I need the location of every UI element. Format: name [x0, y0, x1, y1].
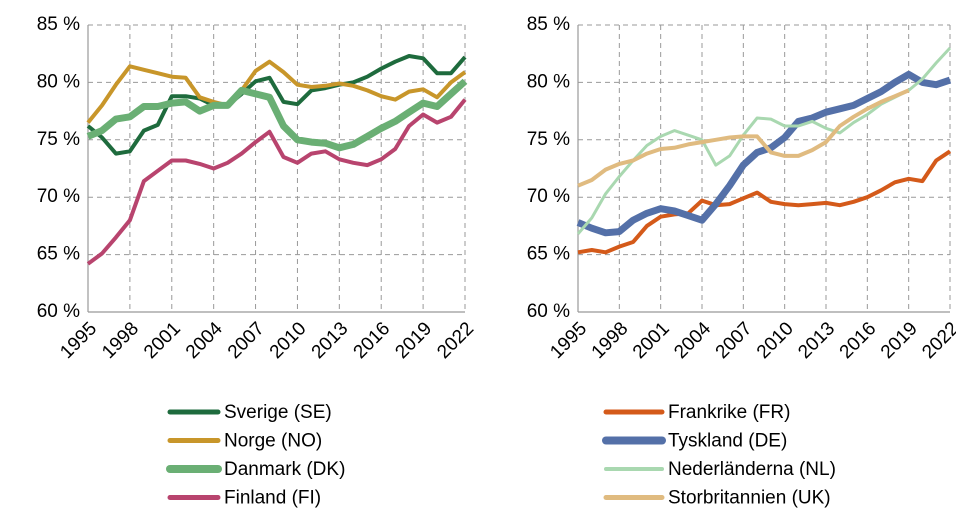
legend-label: Finland (FI): [224, 488, 321, 509]
x-tick-label: 1995: [56, 318, 101, 363]
y-tick-label: 75 %: [37, 129, 80, 150]
line-series: [576, 46, 952, 235]
y-tick-label: 65 %: [37, 244, 80, 265]
y-tick-label: 85 %: [37, 14, 80, 35]
x-tick-label: 2013: [794, 318, 839, 363]
x-tick-label: 2007: [224, 318, 269, 363]
legend-label: Storbritannien (UK): [668, 488, 831, 509]
legend-label: Tyskland (DE): [668, 431, 787, 452]
y-tick-label: 85 %: [527, 14, 570, 35]
x-tick-label: 2001: [629, 318, 674, 363]
y-tick-label: 80 %: [37, 71, 80, 92]
x-tick-label: 2022: [433, 318, 478, 363]
x-tick-label: 2007: [712, 318, 757, 363]
line-series: [576, 70, 952, 237]
x-tick-label: 1998: [588, 318, 633, 363]
y-tick-label: 75 %: [527, 129, 570, 150]
y-tick-label: 60 %: [527, 301, 570, 322]
line-series: [86, 78, 468, 152]
line-series: [577, 88, 910, 188]
y-tick-label: 70 %: [37, 186, 80, 207]
x-tick-label: 2004: [670, 318, 715, 363]
legend-label: Sverige (SE): [224, 402, 332, 423]
y-tick-label: 80 %: [527, 71, 570, 92]
legend-label: Danmark (DK): [224, 459, 345, 480]
x-tick-label: 2022: [918, 318, 956, 363]
y-tick-label: 60 %: [37, 301, 80, 322]
legend-label: Nederländerna (NL): [668, 459, 836, 480]
legend-label: Norge (NO): [224, 431, 322, 452]
x-tick-label: 2010: [753, 318, 798, 363]
line-series: [577, 149, 952, 255]
line-series: [86, 98, 467, 266]
x-tick-label: 2010: [266, 318, 311, 363]
y-tick-label: 65 %: [527, 244, 570, 265]
line-series: [86, 59, 467, 124]
x-tick-label: 2013: [308, 318, 353, 363]
x-tick-label: 2001: [140, 318, 185, 363]
x-tick-label: 2019: [877, 318, 922, 363]
x-tick-label: 2019: [391, 318, 436, 363]
x-tick-label: 1995: [546, 318, 591, 363]
x-tick-label: 2016: [836, 318, 881, 363]
y-tick-label: 70 %: [527, 186, 570, 207]
x-tick-label: 1998: [98, 318, 143, 363]
legend-label: Frankrike (FR): [668, 402, 790, 423]
x-tick-label: 2016: [350, 318, 395, 363]
line-series: [86, 54, 467, 156]
x-tick-label: 2004: [182, 318, 227, 363]
